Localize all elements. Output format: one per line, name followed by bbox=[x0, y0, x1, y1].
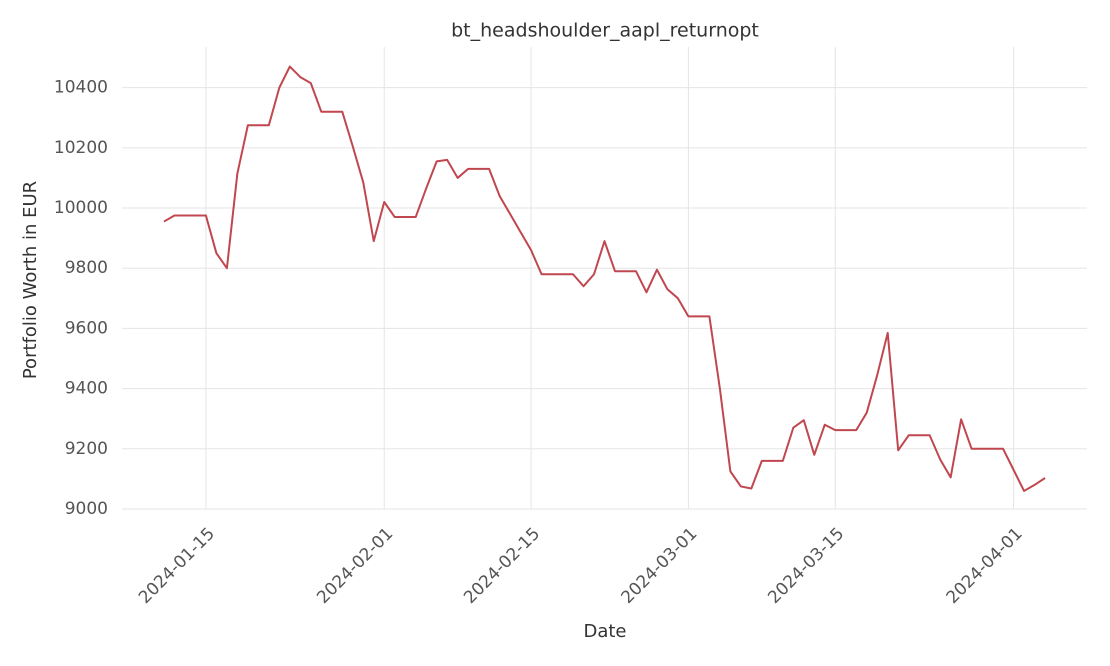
x-tick-label: 2024-03-15 bbox=[764, 524, 848, 608]
y-tick-label: 9400 bbox=[65, 379, 108, 399]
x-tick-label: 2024-02-01 bbox=[313, 524, 397, 608]
y-tick-label: 10000 bbox=[54, 198, 108, 218]
x-tick-label: 2024-02-15 bbox=[460, 524, 544, 608]
x-tick-label: 2024-04-01 bbox=[943, 524, 1027, 608]
y-tick-label: 10400 bbox=[54, 78, 108, 98]
line bbox=[163, 65, 1046, 492]
x-tick-label: 2024-03-01 bbox=[617, 524, 701, 608]
x-axis-label: Date bbox=[583, 621, 626, 642]
y-tick-label: 9800 bbox=[65, 258, 108, 278]
x-tick-label: 2024-01-15 bbox=[135, 524, 219, 608]
y-tick-label: 9200 bbox=[65, 439, 108, 459]
y-tick-label: 9600 bbox=[65, 318, 108, 338]
y-tick-label: 10200 bbox=[54, 138, 108, 158]
y-axis-label: Portfolio Worth in EUR bbox=[20, 181, 41, 379]
chart-title: bt_headshoulder_aapl_returnopt bbox=[451, 20, 759, 42]
y-tick-label: 9000 bbox=[65, 499, 108, 519]
